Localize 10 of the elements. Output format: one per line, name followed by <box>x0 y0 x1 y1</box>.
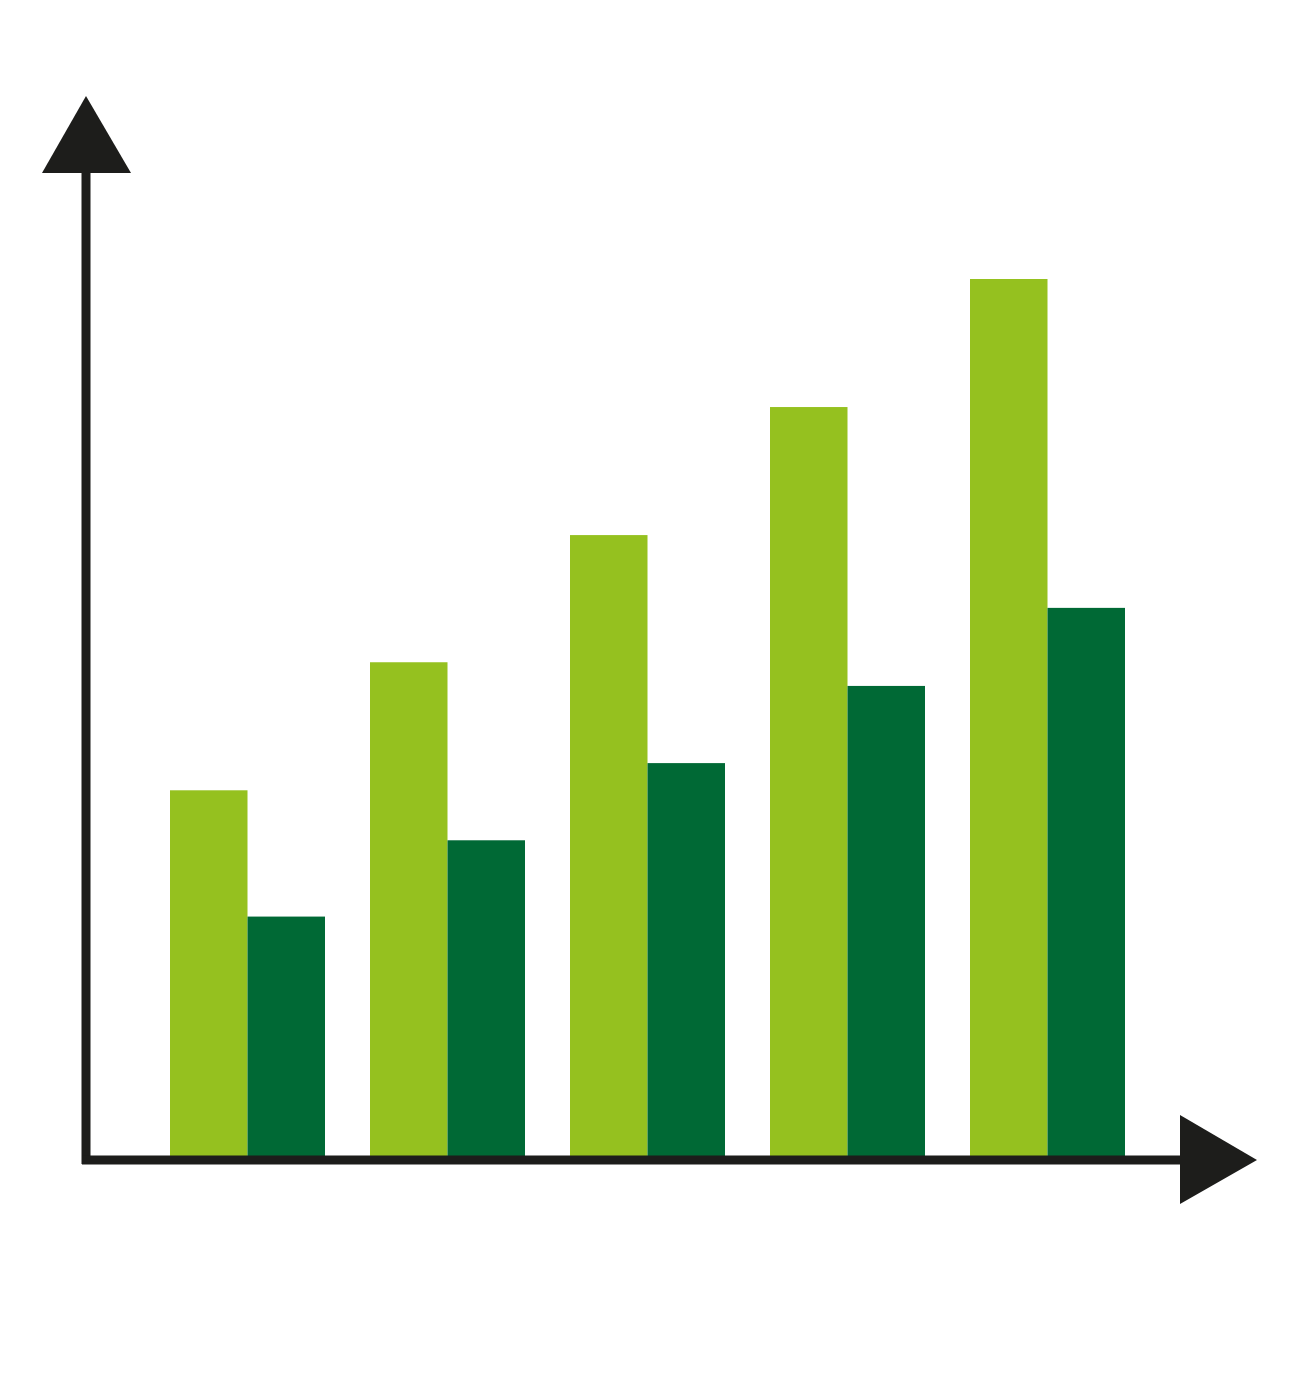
bar <box>447 840 525 1156</box>
bar <box>847 685 925 1156</box>
bar <box>1047 607 1125 1156</box>
bar <box>170 790 248 1156</box>
bar <box>970 279 1048 1156</box>
bar <box>647 763 725 1156</box>
bar <box>770 407 848 1156</box>
bar <box>247 916 325 1156</box>
bar <box>570 535 648 1156</box>
bar <box>370 662 448 1156</box>
